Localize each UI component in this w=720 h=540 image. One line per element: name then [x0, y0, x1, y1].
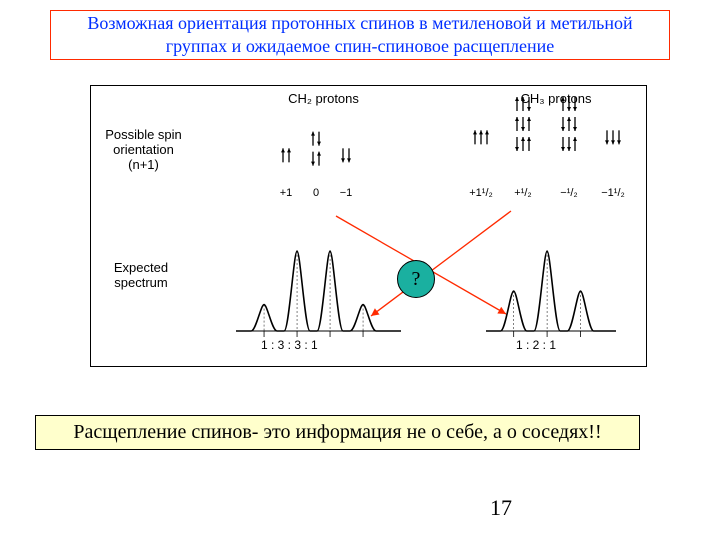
svg-text:+1¹/₂: +1¹/₂ [469, 187, 493, 199]
triplet-ratio: 1 : 2 : 1 [516, 338, 556, 352]
title-text: Возможная ориентация протонных спинов в … [61, 12, 659, 59]
question-mark-circle: ? [397, 260, 435, 298]
page-number: 17 [490, 495, 512, 521]
svg-text:+¹/₂: +¹/₂ [514, 187, 531, 199]
svg-text:0: 0 [313, 187, 319, 199]
svg-text:−1: −1 [340, 187, 353, 199]
footer-box: Расщепление спинов- это информация не о … [35, 415, 640, 450]
quartet-ratio: 1 : 3 : 3 : 1 [261, 338, 318, 352]
svg-text:+1: +1 [280, 187, 293, 199]
diagram-svg: +1 0 −1 +1¹/₂ +¹/₂ −¹/₂ −1¹/₂ [91, 86, 646, 366]
svg-text:−¹/₂: −¹/₂ [560, 187, 577, 199]
footer-text: Расщепление спинов- это информация не о … [73, 421, 601, 444]
title-box: Возможная ориентация протонных спинов в … [50, 10, 670, 60]
question-mark-text: ? [412, 268, 421, 291]
diagram-container: CH₂ protons CH₃ protons Possible spinori… [90, 85, 647, 367]
svg-text:−1¹/₂: −1¹/₂ [601, 187, 625, 199]
